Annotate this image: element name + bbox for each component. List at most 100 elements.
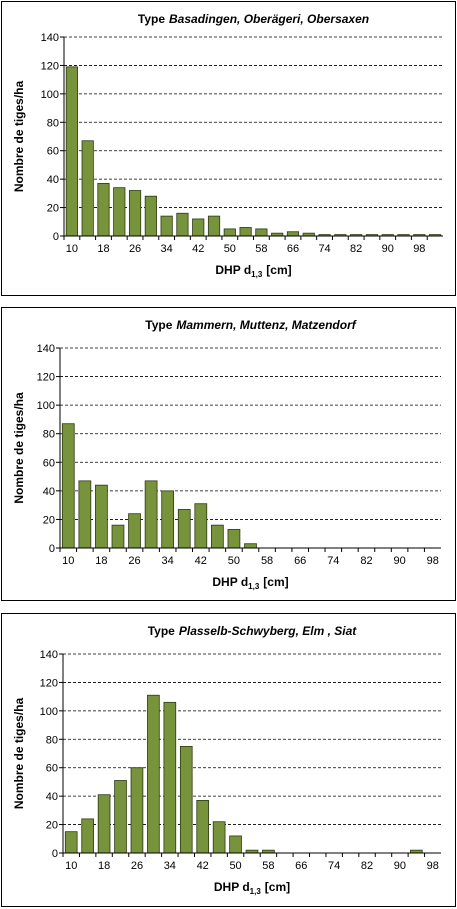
x-axis-title: DHP d1,3 [cm]	[215, 263, 291, 279]
bar	[113, 187, 126, 237]
bar	[160, 215, 173, 237]
y-tick-label: 120	[41, 60, 59, 72]
x-tick-label: 18	[97, 243, 109, 255]
bar	[176, 212, 189, 237]
y-tick-label: 140	[41, 32, 59, 44]
x-tick-label: 58	[262, 860, 274, 872]
bar	[244, 543, 257, 549]
bar	[111, 524, 125, 549]
bar	[196, 800, 210, 854]
y-axis-title: Nombre de tiges/ha	[12, 392, 26, 504]
x-tick-label: 90	[394, 860, 406, 872]
chart-title: Type Basadingen, Oberägeri, Obersaxen	[138, 12, 369, 26]
y-tick-label: 120	[40, 677, 58, 689]
bar	[130, 767, 144, 854]
x-tick-label: 98	[427, 860, 439, 872]
y-tick-label: 80	[46, 734, 58, 746]
bar	[229, 835, 242, 854]
x-axis-title: DHP d1,3 [cm]	[212, 575, 288, 591]
x-tick-label: 82	[361, 860, 373, 872]
y-axis-title: Nombre de tiges/ha	[12, 80, 26, 192]
x-axis-title: DHP d1,3 [cm]	[214, 880, 290, 896]
x-tick-label: 18	[95, 555, 107, 567]
bar	[239, 227, 252, 237]
y-tick-label: 100	[41, 89, 59, 101]
y-tick-label: 140	[37, 343, 55, 355]
x-tick-label: 98	[427, 555, 439, 567]
x-axis-title-sub: 1,3	[250, 887, 262, 896]
bar	[177, 509, 191, 549]
bar	[147, 694, 160, 854]
x-tick-label: 10	[65, 860, 77, 872]
x-tick-label: 42	[195, 555, 207, 567]
x-axis-title-main: DHP d	[214, 880, 250, 894]
bar	[64, 831, 78, 854]
x-tick-label: 34	[162, 555, 174, 567]
bar	[255, 228, 268, 237]
x-axis-title-unit: [cm]	[266, 263, 291, 277]
x-axis-title-main: DHP d	[215, 263, 251, 277]
x-axis-title-sub: 1,3	[251, 270, 263, 279]
bar	[65, 66, 78, 237]
x-tick-label: 26	[129, 243, 141, 255]
x-tick-label: 10	[66, 243, 78, 255]
y-tick-label: 0	[53, 231, 59, 243]
x-tick-label: 10	[62, 555, 74, 567]
x-tick-label: 82	[360, 555, 372, 567]
bar	[144, 195, 157, 237]
x-tick-label: 66	[295, 860, 307, 872]
title-names: Plasselb-Schwyberg, Elm , Siat	[179, 624, 357, 638]
panel-border	[1, 613, 456, 907]
bar	[227, 529, 241, 549]
x-axis-title-unit: [cm]	[265, 880, 290, 894]
x-tick-label: 66	[287, 243, 299, 255]
chart-title: Type Plasselb-Schwyberg, Elm , Siat	[148, 624, 358, 638]
y-tick-label: 0	[52, 848, 58, 860]
x-axis-title-unit: [cm]	[263, 575, 288, 589]
x-tick-label: 42	[197, 860, 209, 872]
title-prefix: Type	[148, 624, 175, 638]
bar	[223, 228, 236, 237]
title-prefix: Type	[138, 12, 165, 26]
bar	[194, 503, 208, 549]
bar	[78, 480, 92, 549]
bar	[192, 218, 205, 237]
y-tick-label: 40	[43, 486, 55, 498]
bar	[81, 140, 94, 237]
x-tick-label: 26	[131, 860, 143, 872]
chart-panel: Type Mammern, Muttenz, Matzendorf DHP d1,3…	[1, 307, 456, 601]
x-tick-label: 74	[328, 860, 340, 872]
x-axis-title-main: DHP d	[212, 575, 248, 589]
bar	[179, 745, 193, 854]
bar	[97, 183, 110, 237]
x-tick-label: 82	[350, 243, 362, 255]
y-tick-label: 0	[49, 543, 55, 555]
x-tick-label: 74	[327, 555, 339, 567]
x-tick-label: 34	[161, 243, 173, 255]
title-prefix: Type	[145, 318, 172, 332]
bar	[81, 818, 94, 854]
x-tick-label: 58	[255, 243, 267, 255]
bar	[211, 524, 224, 549]
y-tick-label: 80	[47, 117, 59, 129]
bar	[163, 701, 177, 854]
y-axis-title: Nombre de tiges/ha	[12, 697, 26, 809]
x-tick-label: 42	[192, 243, 204, 255]
x-tick-label: 50	[224, 243, 236, 255]
y-tick-label: 40	[47, 174, 59, 186]
chart-title: Type Mammern, Muttenz, Matzendorf	[145, 318, 356, 332]
bar	[144, 480, 158, 549]
y-tick-label: 100	[40, 706, 58, 718]
x-tick-label: 18	[98, 860, 110, 872]
x-tick-label: 66	[294, 555, 306, 567]
y-tick-label: 80	[43, 429, 55, 441]
bar	[128, 190, 142, 237]
y-tick-label: 60	[43, 457, 55, 469]
x-tick-label: 50	[228, 555, 240, 567]
bar	[128, 513, 141, 549]
y-tick-label: 20	[47, 203, 59, 215]
y-tick-label: 60	[47, 146, 59, 158]
y-tick-label: 140	[40, 649, 58, 661]
